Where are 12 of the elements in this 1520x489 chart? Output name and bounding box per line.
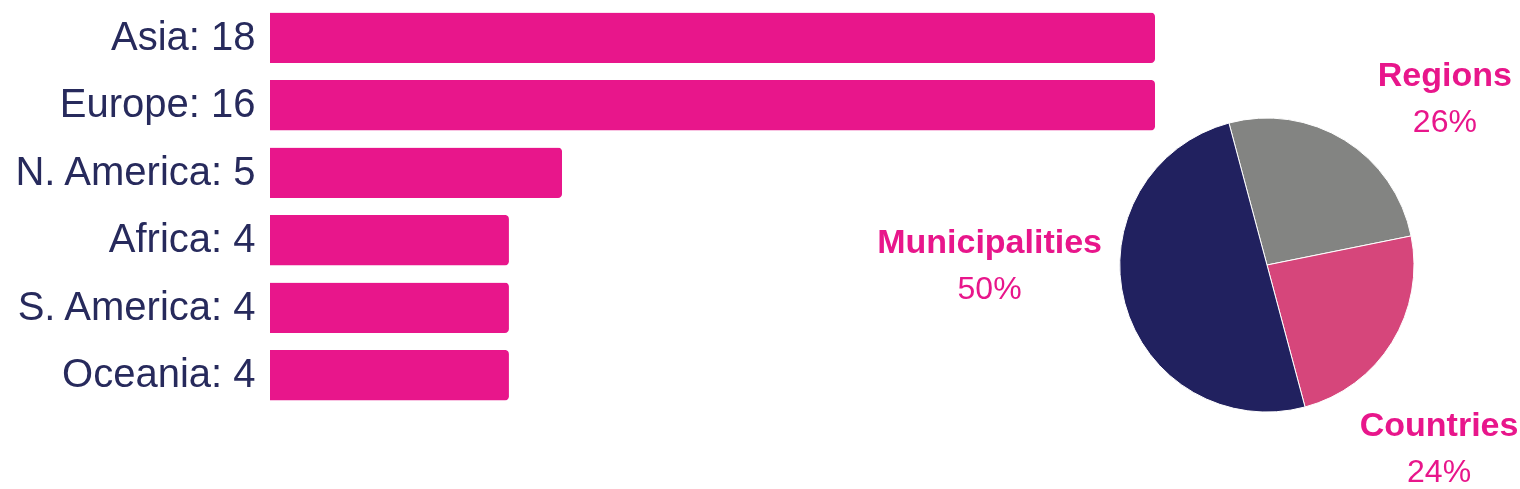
data-label: 50%: [957, 270, 1022, 306]
y-tick-label: Europe: 16: [59, 81, 256, 126]
slice-label: Municipalities: [877, 222, 1102, 260]
y-tick-label: Oceania: 4: [62, 351, 256, 396]
y-tick-label: N. America: 5: [15, 148, 256, 193]
slice-label: Countries: [1359, 405, 1519, 444]
y-tick-label: S. America: 4: [17, 283, 256, 328]
y-tick-label: Africa: 4: [108, 216, 256, 261]
data-label: 24%: [1407, 453, 1472, 489]
data-label: 26%: [1412, 102, 1477, 139]
y-tick-label: Asia: 18: [110, 13, 256, 58]
slice-label: Regions: [1377, 54, 1512, 93]
